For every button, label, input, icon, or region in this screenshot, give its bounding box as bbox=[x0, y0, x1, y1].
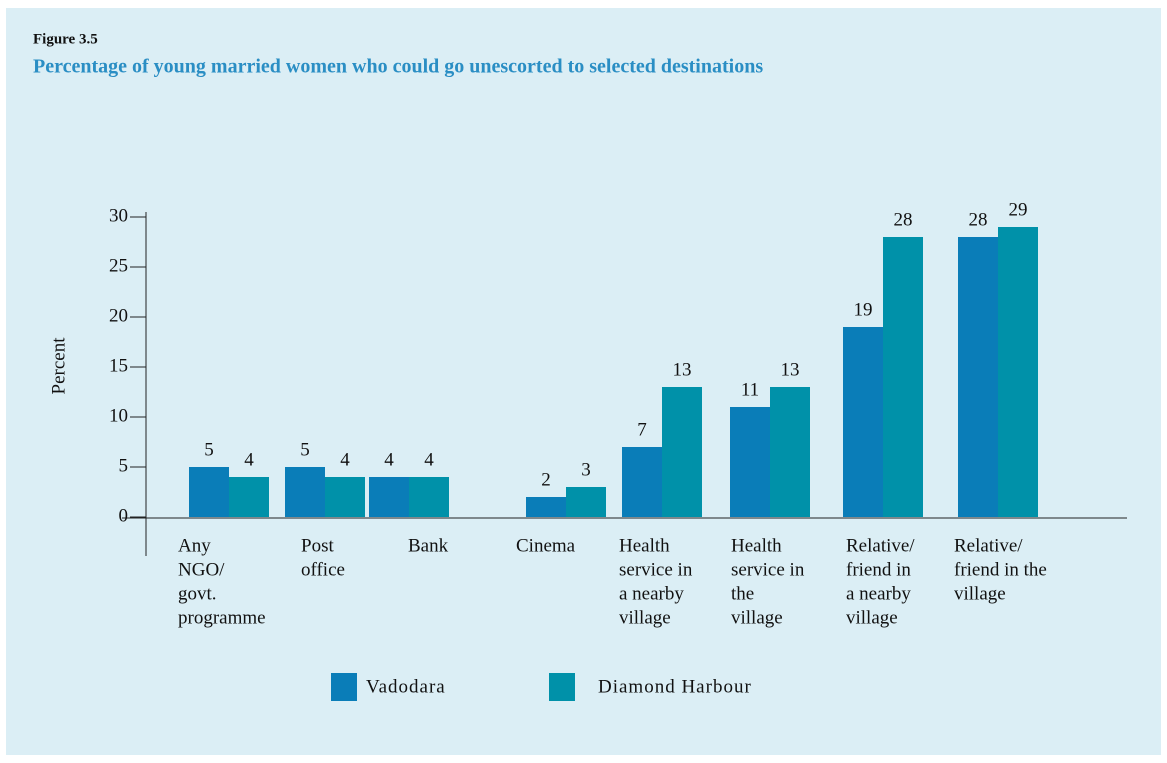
legend-swatch bbox=[549, 673, 575, 701]
value-label: 4 bbox=[384, 449, 394, 470]
x-tick-label: Health bbox=[619, 535, 670, 556]
bar bbox=[285, 467, 325, 517]
bar bbox=[526, 497, 566, 517]
x-tick-label: a nearby bbox=[619, 583, 684, 604]
y-tick-label: 25 bbox=[109, 255, 128, 276]
x-tick-label: Relative/ bbox=[954, 535, 1023, 556]
bar bbox=[325, 477, 365, 517]
figure-label: Figure 3.5 bbox=[33, 31, 98, 47]
y-tick-label: 10 bbox=[109, 405, 128, 426]
x-tick-label: Any bbox=[178, 535, 211, 556]
value-label: 11 bbox=[741, 379, 759, 400]
bar bbox=[622, 447, 662, 517]
value-label: 5 bbox=[204, 439, 214, 460]
x-tick-label: Cinema bbox=[516, 535, 576, 556]
y-tick-label: 30 bbox=[109, 205, 128, 226]
x-tick-label: programme bbox=[178, 607, 266, 628]
x-tick-label: village bbox=[954, 583, 1006, 604]
value-label: 13 bbox=[673, 359, 692, 380]
x-tick-label: village bbox=[731, 607, 783, 628]
value-label: 2 bbox=[541, 469, 551, 490]
x-tick-label: village bbox=[846, 607, 898, 628]
x-tick-label: village bbox=[619, 607, 671, 628]
value-label: 28 bbox=[894, 209, 913, 230]
bar bbox=[566, 487, 606, 517]
x-tick-label: friend in the bbox=[954, 559, 1047, 580]
value-label: 28 bbox=[969, 209, 988, 230]
bar bbox=[229, 477, 269, 517]
y-tick-label: 20 bbox=[109, 305, 128, 326]
bar bbox=[998, 227, 1038, 517]
value-label: 4 bbox=[244, 449, 254, 470]
bar bbox=[369, 477, 409, 517]
x-tick-label: office bbox=[301, 559, 345, 580]
x-tick-label: NGO/ bbox=[178, 559, 225, 580]
x-tick-label: Relative/ bbox=[846, 535, 915, 556]
legend-label: Vadodara bbox=[366, 676, 446, 697]
value-label: 5 bbox=[300, 439, 310, 460]
x-tick-label: Post bbox=[301, 535, 334, 556]
bar bbox=[770, 387, 810, 517]
bar bbox=[843, 327, 883, 517]
x-tick-label: govt. bbox=[178, 583, 217, 604]
value-label: 19 bbox=[854, 299, 873, 320]
value-label: 4 bbox=[424, 449, 434, 470]
bar bbox=[662, 387, 702, 517]
bar bbox=[958, 237, 998, 517]
chart-title: Percentage of young married women who co… bbox=[33, 56, 763, 78]
legend-label: Diamond Harbour bbox=[598, 676, 752, 697]
y-tick-label: 5 bbox=[119, 455, 129, 476]
legend-swatch bbox=[331, 673, 357, 701]
x-tick-label: Health bbox=[731, 535, 782, 556]
x-tick-label: service in bbox=[619, 559, 693, 580]
bar bbox=[409, 477, 449, 517]
value-label: 4 bbox=[340, 449, 350, 470]
value-label: 13 bbox=[781, 359, 800, 380]
x-tick-label: the bbox=[731, 583, 754, 604]
value-label: 3 bbox=[581, 459, 591, 480]
bar bbox=[189, 467, 229, 517]
x-tick-label: friend in bbox=[846, 559, 911, 580]
bar bbox=[883, 237, 923, 517]
y-tick-label: 0 bbox=[119, 505, 129, 526]
y-tick-label: 15 bbox=[109, 355, 128, 376]
y-axis-label: Percent bbox=[48, 337, 69, 395]
x-tick-label: a nearby bbox=[846, 583, 911, 604]
bar bbox=[730, 407, 770, 517]
x-tick-label: Bank bbox=[408, 535, 449, 556]
value-label: 29 bbox=[1009, 199, 1028, 220]
value-label: 7 bbox=[637, 419, 647, 440]
x-tick-label: service in bbox=[731, 559, 805, 580]
